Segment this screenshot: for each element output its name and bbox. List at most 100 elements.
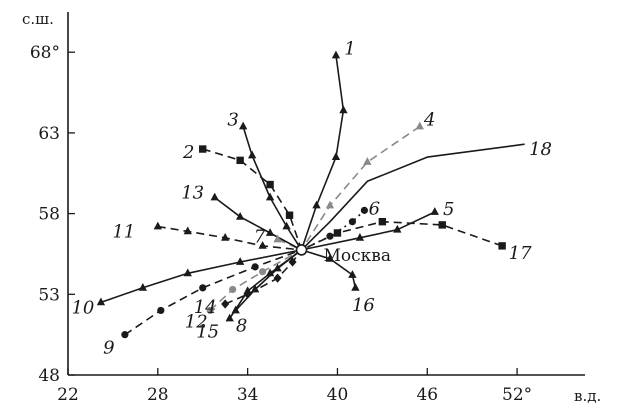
track-point [235, 257, 245, 265]
track-point [360, 206, 368, 214]
track-point [229, 285, 237, 294]
track-point [312, 200, 321, 209]
track-point [206, 306, 214, 315]
track-point [247, 150, 257, 159]
track-label-6: 6 [369, 198, 380, 219]
track-line-13 [214, 196, 302, 251]
track-line-18 [300, 143, 525, 251]
track-line-15 [229, 249, 302, 319]
track-point [231, 305, 240, 314]
x-tick-label: 40 [327, 385, 349, 405]
track-point [348, 218, 357, 226]
track-line-1 [300, 55, 345, 251]
track-point [157, 306, 165, 315]
track-label-10: 10 [71, 297, 94, 318]
track-point [331, 50, 341, 59]
track-label-16: 16 [352, 295, 375, 316]
y-tick-label: 63 [38, 124, 60, 144]
moscow-label: Москва [324, 246, 392, 266]
track-point [225, 313, 234, 322]
track-label-12: 12 [185, 311, 208, 332]
track-point [235, 211, 245, 220]
track-point [96, 297, 106, 306]
track-line-12 [209, 249, 302, 311]
track-point [285, 211, 294, 219]
track-label-18: 18 [529, 139, 552, 160]
track-point [265, 228, 275, 236]
track-label-9: 9 [103, 338, 114, 359]
track-line-7 [277, 238, 302, 251]
track-point [121, 331, 129, 339]
track-point [325, 200, 335, 209]
y-tick-label: 53 [38, 285, 60, 305]
track-label-13: 13 [181, 182, 204, 203]
track-point [265, 268, 275, 277]
moscow-marker [295, 244, 308, 256]
track-label-14: 14 [194, 297, 217, 318]
track-point [339, 105, 348, 114]
track-point [415, 121, 424, 130]
track-point [331, 152, 341, 161]
x-tick-label: 28 [147, 385, 169, 405]
track-label-7: 7 [254, 226, 266, 247]
track-point [153, 221, 162, 230]
track-point [325, 253, 335, 262]
track-label-1: 1 [344, 38, 355, 59]
x-axis-label: в.д. [574, 387, 601, 405]
track-point [236, 156, 244, 165]
y-tick-label: 58 [38, 205, 60, 225]
track-point [273, 234, 282, 243]
track-label-11: 11 [112, 222, 135, 243]
track-point [250, 284, 260, 293]
track-point [199, 145, 207, 153]
track-line-4 [300, 125, 421, 251]
track-point [273, 263, 282, 272]
track-point [282, 221, 291, 230]
y-axis-label: с.ш. [22, 10, 54, 28]
x-tick-label: 46 [416, 385, 438, 405]
track-point [243, 286, 252, 294]
track-label-2: 2 [182, 142, 194, 163]
track-point [326, 232, 334, 240]
track-point [199, 284, 207, 292]
track-point [355, 232, 365, 241]
track-point [288, 257, 297, 267]
track-point [378, 217, 387, 226]
track-label-5: 5 [443, 199, 454, 220]
track-point [273, 273, 282, 283]
track-point [238, 121, 248, 130]
track-point [266, 180, 274, 189]
x-tick-label: 22 [57, 385, 79, 405]
track-point [438, 221, 446, 229]
track-point [183, 226, 192, 235]
track-label-17: 17 [509, 243, 532, 264]
track-point [251, 263, 259, 271]
markers-layer [96, 50, 506, 339]
x-tick-label: 34 [237, 385, 259, 405]
y-tick-label: 48 [38, 366, 60, 386]
track-point [259, 268, 267, 276]
x-tick-label: 52° [502, 385, 532, 405]
track-label-3: 3 [227, 109, 238, 130]
track-point [258, 241, 267, 249]
track-point [210, 192, 219, 201]
track-line-9 [124, 249, 302, 336]
track-line-5 [301, 211, 436, 251]
track-label-15: 15 [196, 322, 219, 343]
track-line-16 [301, 249, 357, 288]
track-point [498, 242, 506, 250]
tracks-layer [100, 55, 525, 336]
track-point [363, 157, 372, 165]
track-label-4: 4 [423, 109, 435, 130]
track-point [221, 299, 230, 309]
track-point [138, 283, 148, 291]
track-point [333, 229, 342, 237]
y-tick-label: 68° [30, 43, 60, 63]
track-label-8: 8 [236, 315, 247, 336]
track-point [348, 270, 357, 278]
track-point [351, 283, 360, 291]
